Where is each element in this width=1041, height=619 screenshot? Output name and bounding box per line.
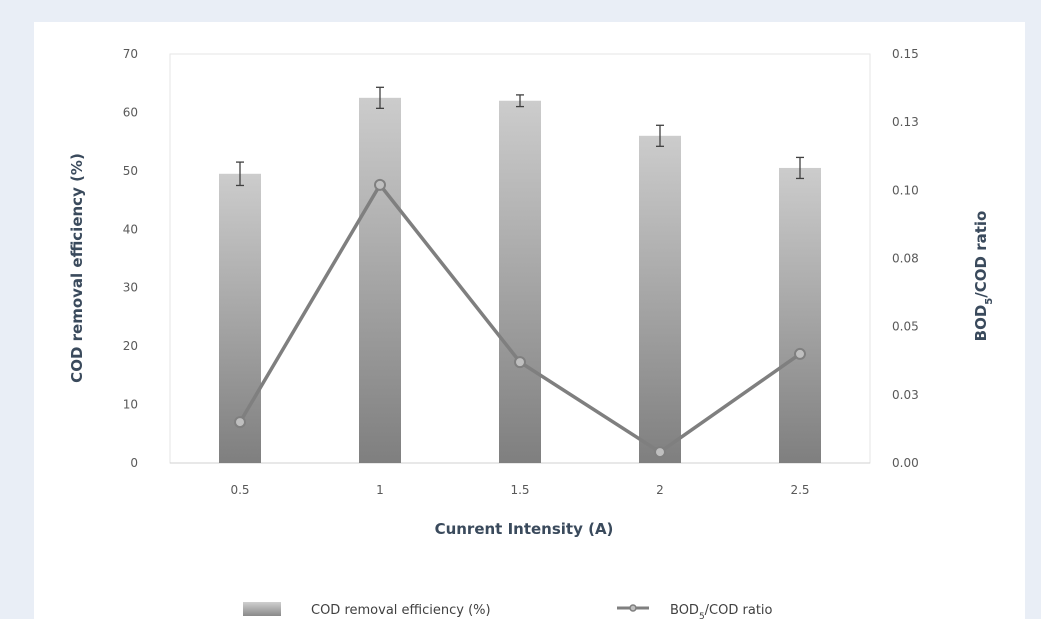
x-tick-label: 2 — [656, 483, 664, 497]
x-axis-title: Cunrent Intensity (A) — [435, 520, 614, 538]
y2-tick-label: 0.00 — [892, 456, 919, 470]
line-point — [654, 446, 666, 459]
bar — [779, 167, 821, 463]
y-tick-label: 20 — [123, 339, 138, 353]
y2-tick-label: 0.03 — [892, 388, 919, 402]
y2-tick-label: 0.10 — [892, 183, 919, 197]
bar — [219, 173, 261, 463]
x-tick-label: 1 — [376, 483, 384, 497]
y-tick-label: 40 — [123, 222, 138, 236]
bar — [639, 135, 681, 464]
right-y-axis: 0.00 0.03 0.05 0.08 0.10 0.13 0.15 — [892, 47, 919, 470]
left-y-axis: 0 10 20 30 40 50 60 70 — [123, 47, 138, 470]
y-tick-label: 70 — [123, 47, 138, 61]
x-axis: 0.5 1 1.5 2 2.5 — [230, 483, 809, 497]
line-point — [514, 356, 526, 369]
line-point — [234, 416, 246, 429]
legend-line-marker — [629, 604, 637, 612]
y-tick-label: 0 — [130, 456, 138, 470]
y2-tick-label: 0.08 — [892, 252, 919, 266]
bar — [499, 100, 541, 463]
y2-tick-label: 0.15 — [892, 47, 919, 61]
x-tick-label: 0.5 — [230, 483, 249, 497]
y2-tick-label: 0.13 — [892, 115, 919, 129]
legend-bar-swatch — [243, 602, 281, 616]
y-tick-label: 50 — [123, 164, 138, 178]
line-point — [374, 178, 386, 191]
y-tick-label: 30 — [123, 281, 138, 295]
bar-series — [219, 97, 821, 464]
error-bars — [236, 86, 804, 187]
line-series — [234, 178, 806, 459]
x-tick-label: 1.5 — [510, 483, 529, 497]
legend-bar-label: COD removal efficiency (%) — [311, 603, 491, 618]
left-y-axis-title: COD removal efficiency (%) — [68, 153, 86, 383]
line-point — [794, 347, 806, 360]
x-tick-label: 2.5 — [790, 483, 809, 497]
right-y-axis-title: BOD5/COD ratio — [972, 211, 995, 342]
legend-line-label: BOD5/COD ratio — [670, 603, 773, 619]
chart: 0 10 20 30 40 50 60 70 0.00 0.03 0.05 0.08 0.10 0.13… — [68, 47, 995, 619]
bar — [359, 97, 401, 464]
y-tick-label: 10 — [123, 398, 138, 412]
y-tick-label: 60 — [123, 105, 138, 119]
chart-card: 0 10 20 30 40 50 60 70 0.00 0.03 0.05 0.08 0.10 0.13… — [34, 22, 1025, 619]
y2-tick-label: 0.05 — [892, 320, 919, 334]
legend: COD removal efficiency (%) BOD5/COD rati… — [243, 602, 773, 619]
